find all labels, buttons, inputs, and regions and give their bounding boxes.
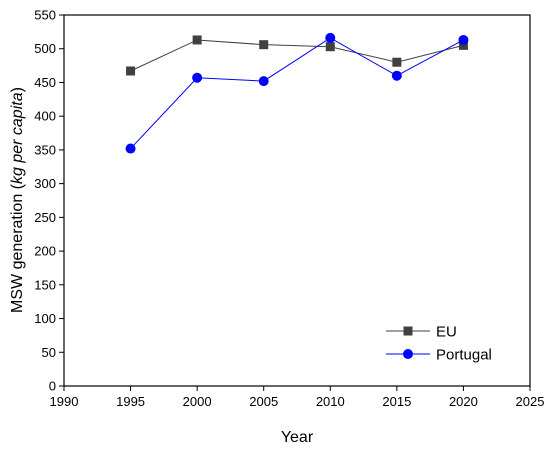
y-tick-label: 250 bbox=[34, 210, 56, 225]
series-line-eu bbox=[130, 39, 464, 72]
data-point-portugal bbox=[125, 143, 136, 154]
legend-marker bbox=[403, 326, 413, 336]
data-point-eu bbox=[126, 66, 136, 76]
series-layer bbox=[125, 32, 469, 154]
x-tick-label: 2000 bbox=[183, 394, 212, 409]
data-point-portugal bbox=[192, 72, 203, 83]
y-axis: 0 50 100 150 200 250 300 350 400 450 500 550 bbox=[34, 8, 64, 394]
y-tick-label: 50 bbox=[42, 345, 56, 360]
data-point-portugal bbox=[458, 34, 469, 45]
y-tick-label: 350 bbox=[34, 142, 56, 157]
x-tick-label: 2025 bbox=[516, 394, 545, 409]
y-axis-title: MSW generation (kg per capita) bbox=[9, 87, 26, 313]
legend: EU Portugal bbox=[386, 324, 492, 364]
series-eu bbox=[126, 35, 468, 76]
data-point-eu bbox=[325, 42, 335, 52]
legend-item-eu: EU bbox=[386, 324, 457, 341]
y-tick-label: 550 bbox=[34, 8, 56, 23]
data-point-eu bbox=[392, 57, 402, 67]
series-line-portugal bbox=[130, 37, 464, 149]
legend-marker bbox=[403, 349, 413, 359]
y-tick-label: 0 bbox=[49, 379, 56, 394]
data-point-portugal bbox=[325, 32, 336, 43]
series-portugal bbox=[125, 32, 469, 154]
y-tick-label: 300 bbox=[34, 176, 56, 191]
y-tick-label: 500 bbox=[34, 41, 56, 56]
data-point-portugal bbox=[391, 70, 402, 81]
legend-label: Portugal bbox=[436, 347, 492, 364]
data-point-portugal bbox=[258, 76, 269, 87]
y-tick-label: 100 bbox=[34, 311, 56, 326]
x-tick-label: 2020 bbox=[449, 394, 478, 409]
x-tick-label: 2010 bbox=[316, 394, 345, 409]
legend-label: EU bbox=[436, 324, 457, 341]
y-tick-label: 450 bbox=[34, 75, 56, 90]
plot-frame bbox=[63, 14, 531, 387]
data-point-eu bbox=[458, 40, 468, 50]
x-tick-label: 1995 bbox=[116, 394, 145, 409]
legend-item-portugal: Portugal bbox=[386, 347, 492, 364]
y-tick-label: 200 bbox=[34, 244, 56, 259]
x-axis-title: Year bbox=[281, 429, 314, 446]
x-axis: 1990 1995 2000 2005 2010 2015 2020 2025 bbox=[50, 386, 545, 409]
y-tick-label: 400 bbox=[34, 109, 56, 124]
y-tick-label: 150 bbox=[34, 277, 56, 292]
x-tick-label: 1990 bbox=[50, 394, 79, 409]
x-tick-label: 2015 bbox=[382, 394, 411, 409]
x-tick-label: 2005 bbox=[249, 394, 278, 409]
data-point-eu bbox=[192, 35, 202, 45]
data-point-eu bbox=[259, 40, 269, 50]
